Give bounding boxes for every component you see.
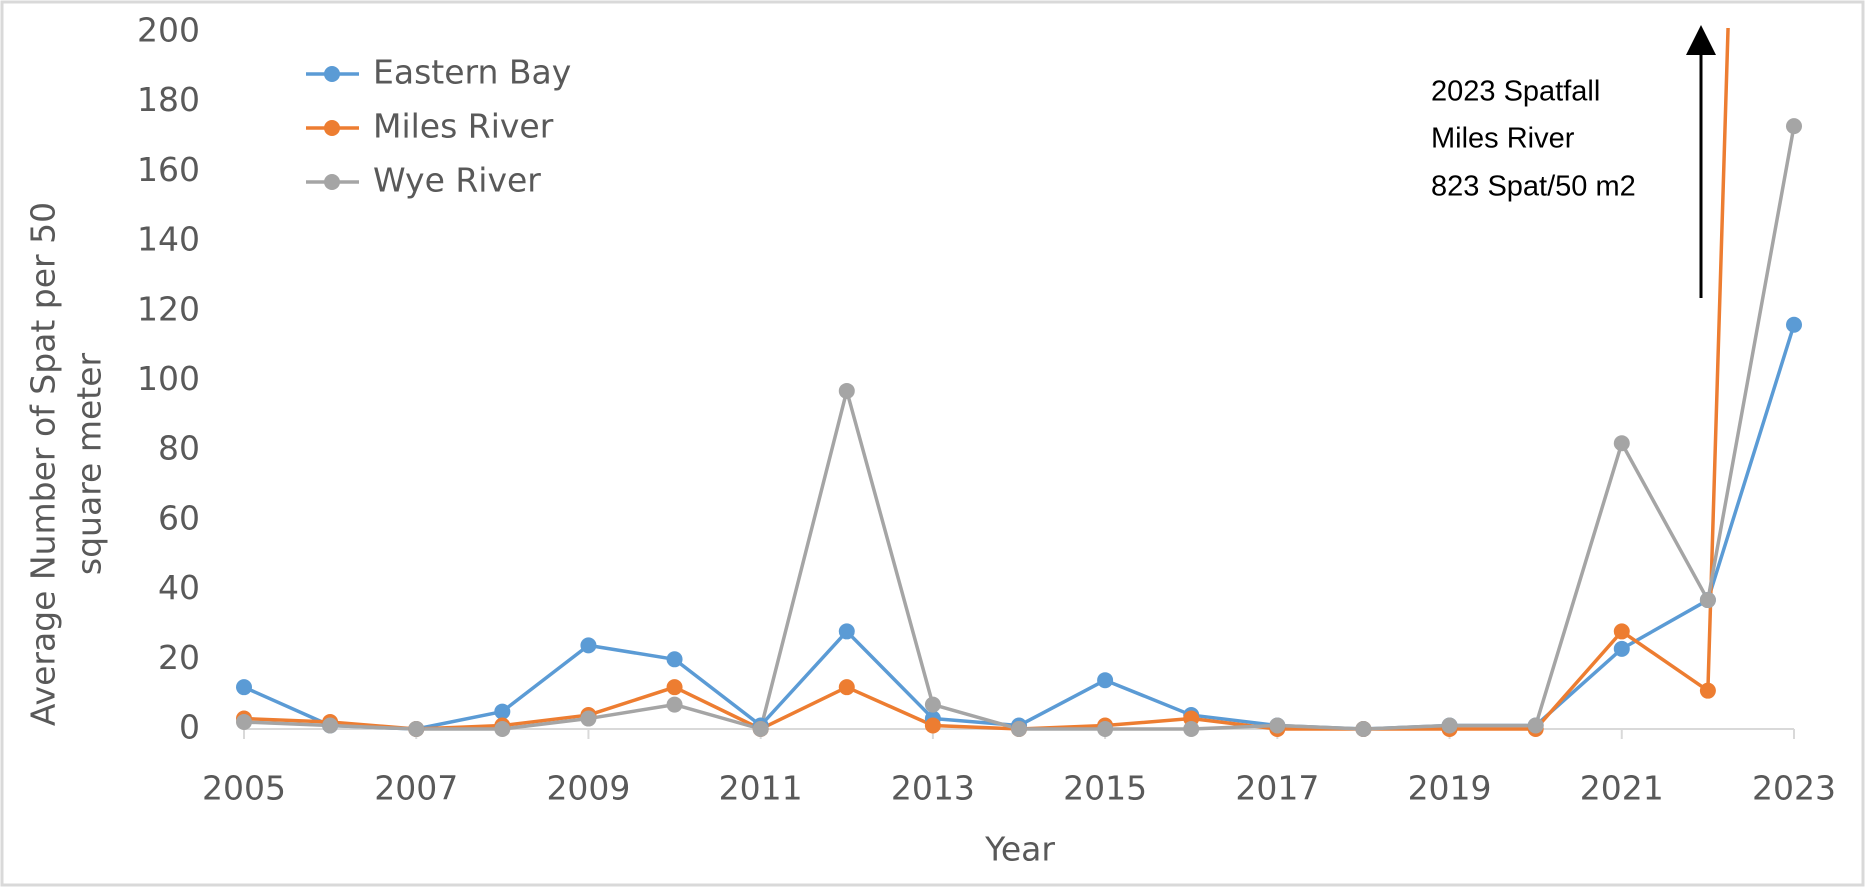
marker xyxy=(666,679,683,696)
legend-label: Miles River xyxy=(373,107,554,146)
y-axis-title: Average Number of Spat per 50 xyxy=(24,202,63,726)
legend-marker xyxy=(324,66,340,82)
y-tick-label: 40 xyxy=(158,568,200,607)
y-tick-label: 60 xyxy=(158,498,200,537)
marker xyxy=(1613,435,1630,452)
marker xyxy=(580,710,597,727)
x-tick-label: 2011 xyxy=(719,769,803,808)
y-tick-label: 120 xyxy=(137,289,200,328)
marker xyxy=(1527,717,1544,734)
marker xyxy=(494,703,511,720)
x-tick-label: 2007 xyxy=(374,769,458,808)
x-tick-label: 2021 xyxy=(1580,769,1664,808)
marker xyxy=(1355,721,1372,737)
legend-marker xyxy=(324,174,340,190)
marker xyxy=(494,721,511,737)
marker xyxy=(752,721,769,737)
marker xyxy=(1613,623,1630,640)
marker xyxy=(838,679,855,696)
marker xyxy=(408,721,425,737)
x-tick-label: 2019 xyxy=(1408,769,1492,808)
x-tick-label: 2017 xyxy=(1235,769,1319,808)
y-tick-label: 160 xyxy=(137,150,200,189)
marker xyxy=(1786,118,1802,135)
y-axis-title: square meter xyxy=(70,352,109,575)
legend-marker xyxy=(324,120,340,136)
y-tick-label: 100 xyxy=(137,359,200,398)
marker xyxy=(322,717,339,734)
marker xyxy=(236,679,252,696)
x-tick-label: 2009 xyxy=(546,769,630,808)
annotation: 2023 Spatfall xyxy=(1431,76,1600,108)
y-tick-label: 0 xyxy=(179,708,200,747)
legend-label: Wye River xyxy=(373,161,541,200)
marker xyxy=(1699,682,1716,699)
x-tick-label: 2013 xyxy=(891,769,975,808)
marker xyxy=(1097,672,1114,689)
marker xyxy=(666,651,683,668)
marker xyxy=(580,637,597,654)
plot-area xyxy=(236,28,1802,737)
x-tick-label: 2005 xyxy=(202,769,286,808)
marker xyxy=(838,623,855,640)
marker xyxy=(236,714,252,731)
marker xyxy=(1269,717,1286,734)
marker xyxy=(1441,717,1458,734)
marker xyxy=(924,696,941,713)
x-tick-label: 2015 xyxy=(1063,769,1147,808)
x-axis-title: Year xyxy=(984,830,1055,869)
marker xyxy=(1183,721,1200,737)
y-tick-label: 20 xyxy=(158,638,200,677)
marker xyxy=(924,717,941,734)
y-tick-label: 180 xyxy=(137,80,200,119)
y-tick-label: 80 xyxy=(158,429,200,468)
marker xyxy=(1699,592,1716,609)
marker xyxy=(1786,316,1802,333)
legend-label: Eastern Bay xyxy=(373,53,571,92)
marker xyxy=(1011,721,1027,737)
y-tick-label: 140 xyxy=(137,220,200,259)
x-tick-label: 2023 xyxy=(1752,769,1836,808)
annotation: Miles River xyxy=(1431,123,1575,155)
marker xyxy=(838,382,855,399)
y-tick-label: 200 xyxy=(137,11,200,50)
annotation: 823 Spat/50 m2 xyxy=(1431,171,1636,203)
marker xyxy=(1097,721,1114,737)
marker xyxy=(666,696,683,713)
marker xyxy=(1613,640,1630,657)
